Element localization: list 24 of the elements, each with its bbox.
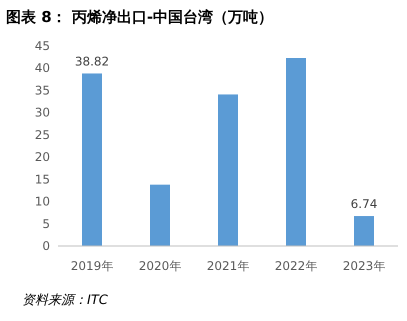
bar: [354, 216, 374, 246]
y-tick-label: 5: [42, 216, 50, 231]
y-tick-label: 45: [34, 39, 50, 53]
y-tick-label: 10: [34, 194, 50, 209]
x-tick-label: 2020年: [138, 259, 182, 273]
x-tick-label: 2022年: [274, 259, 318, 273]
x-tick-label: 2019年: [70, 259, 114, 273]
y-tick-label: 15: [34, 172, 50, 186]
y-tick-label: 0: [42, 239, 50, 253]
y-tick-label: 20: [34, 150, 50, 164]
chart-title: 图表 8： 丙烯净出口-中国台湾（万吨）: [6, 8, 274, 26]
x-tick-label: 2021年: [206, 259, 250, 273]
bar: [286, 58, 306, 246]
y-tick-label: 25: [34, 128, 50, 142]
bar: [82, 73, 102, 246]
y-tick-label: 30: [34, 106, 50, 120]
bar: [150, 184, 170, 246]
y-tick-label: 35: [34, 83, 50, 98]
y-tick-label: 40: [34, 61, 50, 76]
text: 资料来源：ITC: [22, 293, 109, 308]
data-label: 38.82: [74, 54, 110, 68]
data-label: 6.74: [350, 197, 378, 212]
bar: [218, 94, 238, 246]
x-tick-label: 2023年: [342, 259, 386, 273]
